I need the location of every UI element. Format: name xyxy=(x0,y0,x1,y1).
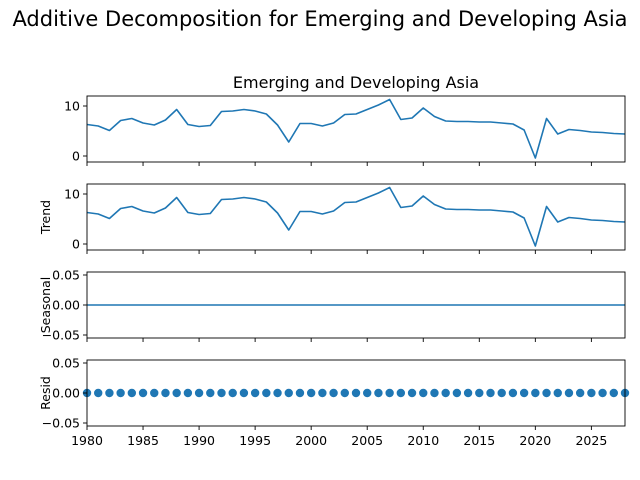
resid-point xyxy=(150,388,159,398)
resid-point xyxy=(116,388,125,398)
resid-point xyxy=(295,388,305,398)
resid-point xyxy=(351,388,361,398)
resid-point xyxy=(531,388,540,398)
xtick-label: 2010 xyxy=(407,433,439,448)
observed-panel: 0 10 xyxy=(64,95,626,166)
observed-ytick-label: 10 xyxy=(64,99,80,114)
resid-point xyxy=(475,388,484,398)
observed-axes-frame xyxy=(86,95,626,163)
seasonal-ytick-label: 0.05 xyxy=(52,268,80,283)
seasonal-ytick-label: −0.05 xyxy=(42,328,80,343)
resid-point xyxy=(553,388,562,398)
seasonal-ytick-label: 0.00 xyxy=(52,298,80,313)
trend-ytick-label: 0 xyxy=(72,237,80,252)
resid-point xyxy=(430,388,439,398)
resid-point xyxy=(452,388,462,398)
resid-point xyxy=(374,388,383,398)
xtick-label: 1985 xyxy=(127,433,159,448)
resid-point xyxy=(575,388,585,398)
resid-point xyxy=(138,388,148,398)
resid-point xyxy=(542,388,551,398)
resid-points xyxy=(82,388,630,398)
resid-point xyxy=(441,388,450,398)
resid-point xyxy=(161,388,170,398)
resid-point xyxy=(587,388,596,398)
xtick-label: 2020 xyxy=(519,433,551,448)
resid-point xyxy=(598,388,607,398)
figure-suptitle: Additive Decomposition for Emerging and … xyxy=(12,7,627,31)
resid-point xyxy=(385,388,394,398)
resid-ytick-label: 0.05 xyxy=(52,356,80,371)
resid-point xyxy=(228,388,237,398)
resid-point xyxy=(340,388,349,398)
resid-point xyxy=(519,388,529,398)
seasonal-ylabel: Seasonal xyxy=(38,277,53,334)
resid-ytick-label: −0.05 xyxy=(42,416,80,431)
xtick-label: 1990 xyxy=(183,433,215,448)
resid-point xyxy=(486,388,495,398)
resid-point xyxy=(206,388,215,398)
observed-series-line xyxy=(86,98,626,159)
resid-point xyxy=(363,388,372,398)
resid-point xyxy=(94,388,103,398)
resid-point xyxy=(318,388,327,398)
observed-ytick-label: 0 xyxy=(72,149,80,164)
resid-point xyxy=(105,388,114,398)
observed-panel-title: Emerging and Developing Asia xyxy=(233,73,479,92)
trend-panel: 0 10 Trend xyxy=(38,183,626,254)
resid-point xyxy=(463,388,473,398)
resid-point xyxy=(172,388,181,398)
resid-point xyxy=(329,388,338,398)
resid-point xyxy=(396,388,406,398)
resid-point xyxy=(419,388,428,398)
resid-point xyxy=(127,388,137,398)
resid-point xyxy=(497,388,506,398)
resid-point xyxy=(609,388,618,398)
xtick-label: 2005 xyxy=(351,433,383,448)
resid-point xyxy=(273,388,282,398)
resid-panel: −0.05 0.00 0.05 1980 1985 1990 1995 2000 2005 201… xyxy=(38,356,630,448)
resid-ylabel: Resid xyxy=(38,376,53,410)
resid-point xyxy=(262,388,271,398)
resid-point xyxy=(564,388,574,398)
xtick-label: 1980 xyxy=(71,433,103,448)
xtick-label: 2025 xyxy=(575,433,607,448)
xtick-label: 2015 xyxy=(463,433,495,448)
resid-point xyxy=(407,388,417,398)
resid-point xyxy=(239,388,249,398)
resid-point xyxy=(306,388,316,398)
resid-point xyxy=(508,388,518,398)
xtick-label: 2000 xyxy=(295,433,327,448)
trend-series-line xyxy=(86,186,626,247)
trend-ytick-label: 10 xyxy=(64,187,80,202)
xtick-label: 1995 xyxy=(239,433,271,448)
resid-point xyxy=(194,388,204,398)
trend-ylabel: Trend xyxy=(38,200,53,235)
resid-point xyxy=(250,388,260,398)
trend-axes-frame xyxy=(86,183,626,251)
resid-point xyxy=(183,388,193,398)
resid-point xyxy=(284,388,293,398)
resid-point xyxy=(217,388,226,398)
resid-ytick-label: 0.00 xyxy=(52,386,80,401)
